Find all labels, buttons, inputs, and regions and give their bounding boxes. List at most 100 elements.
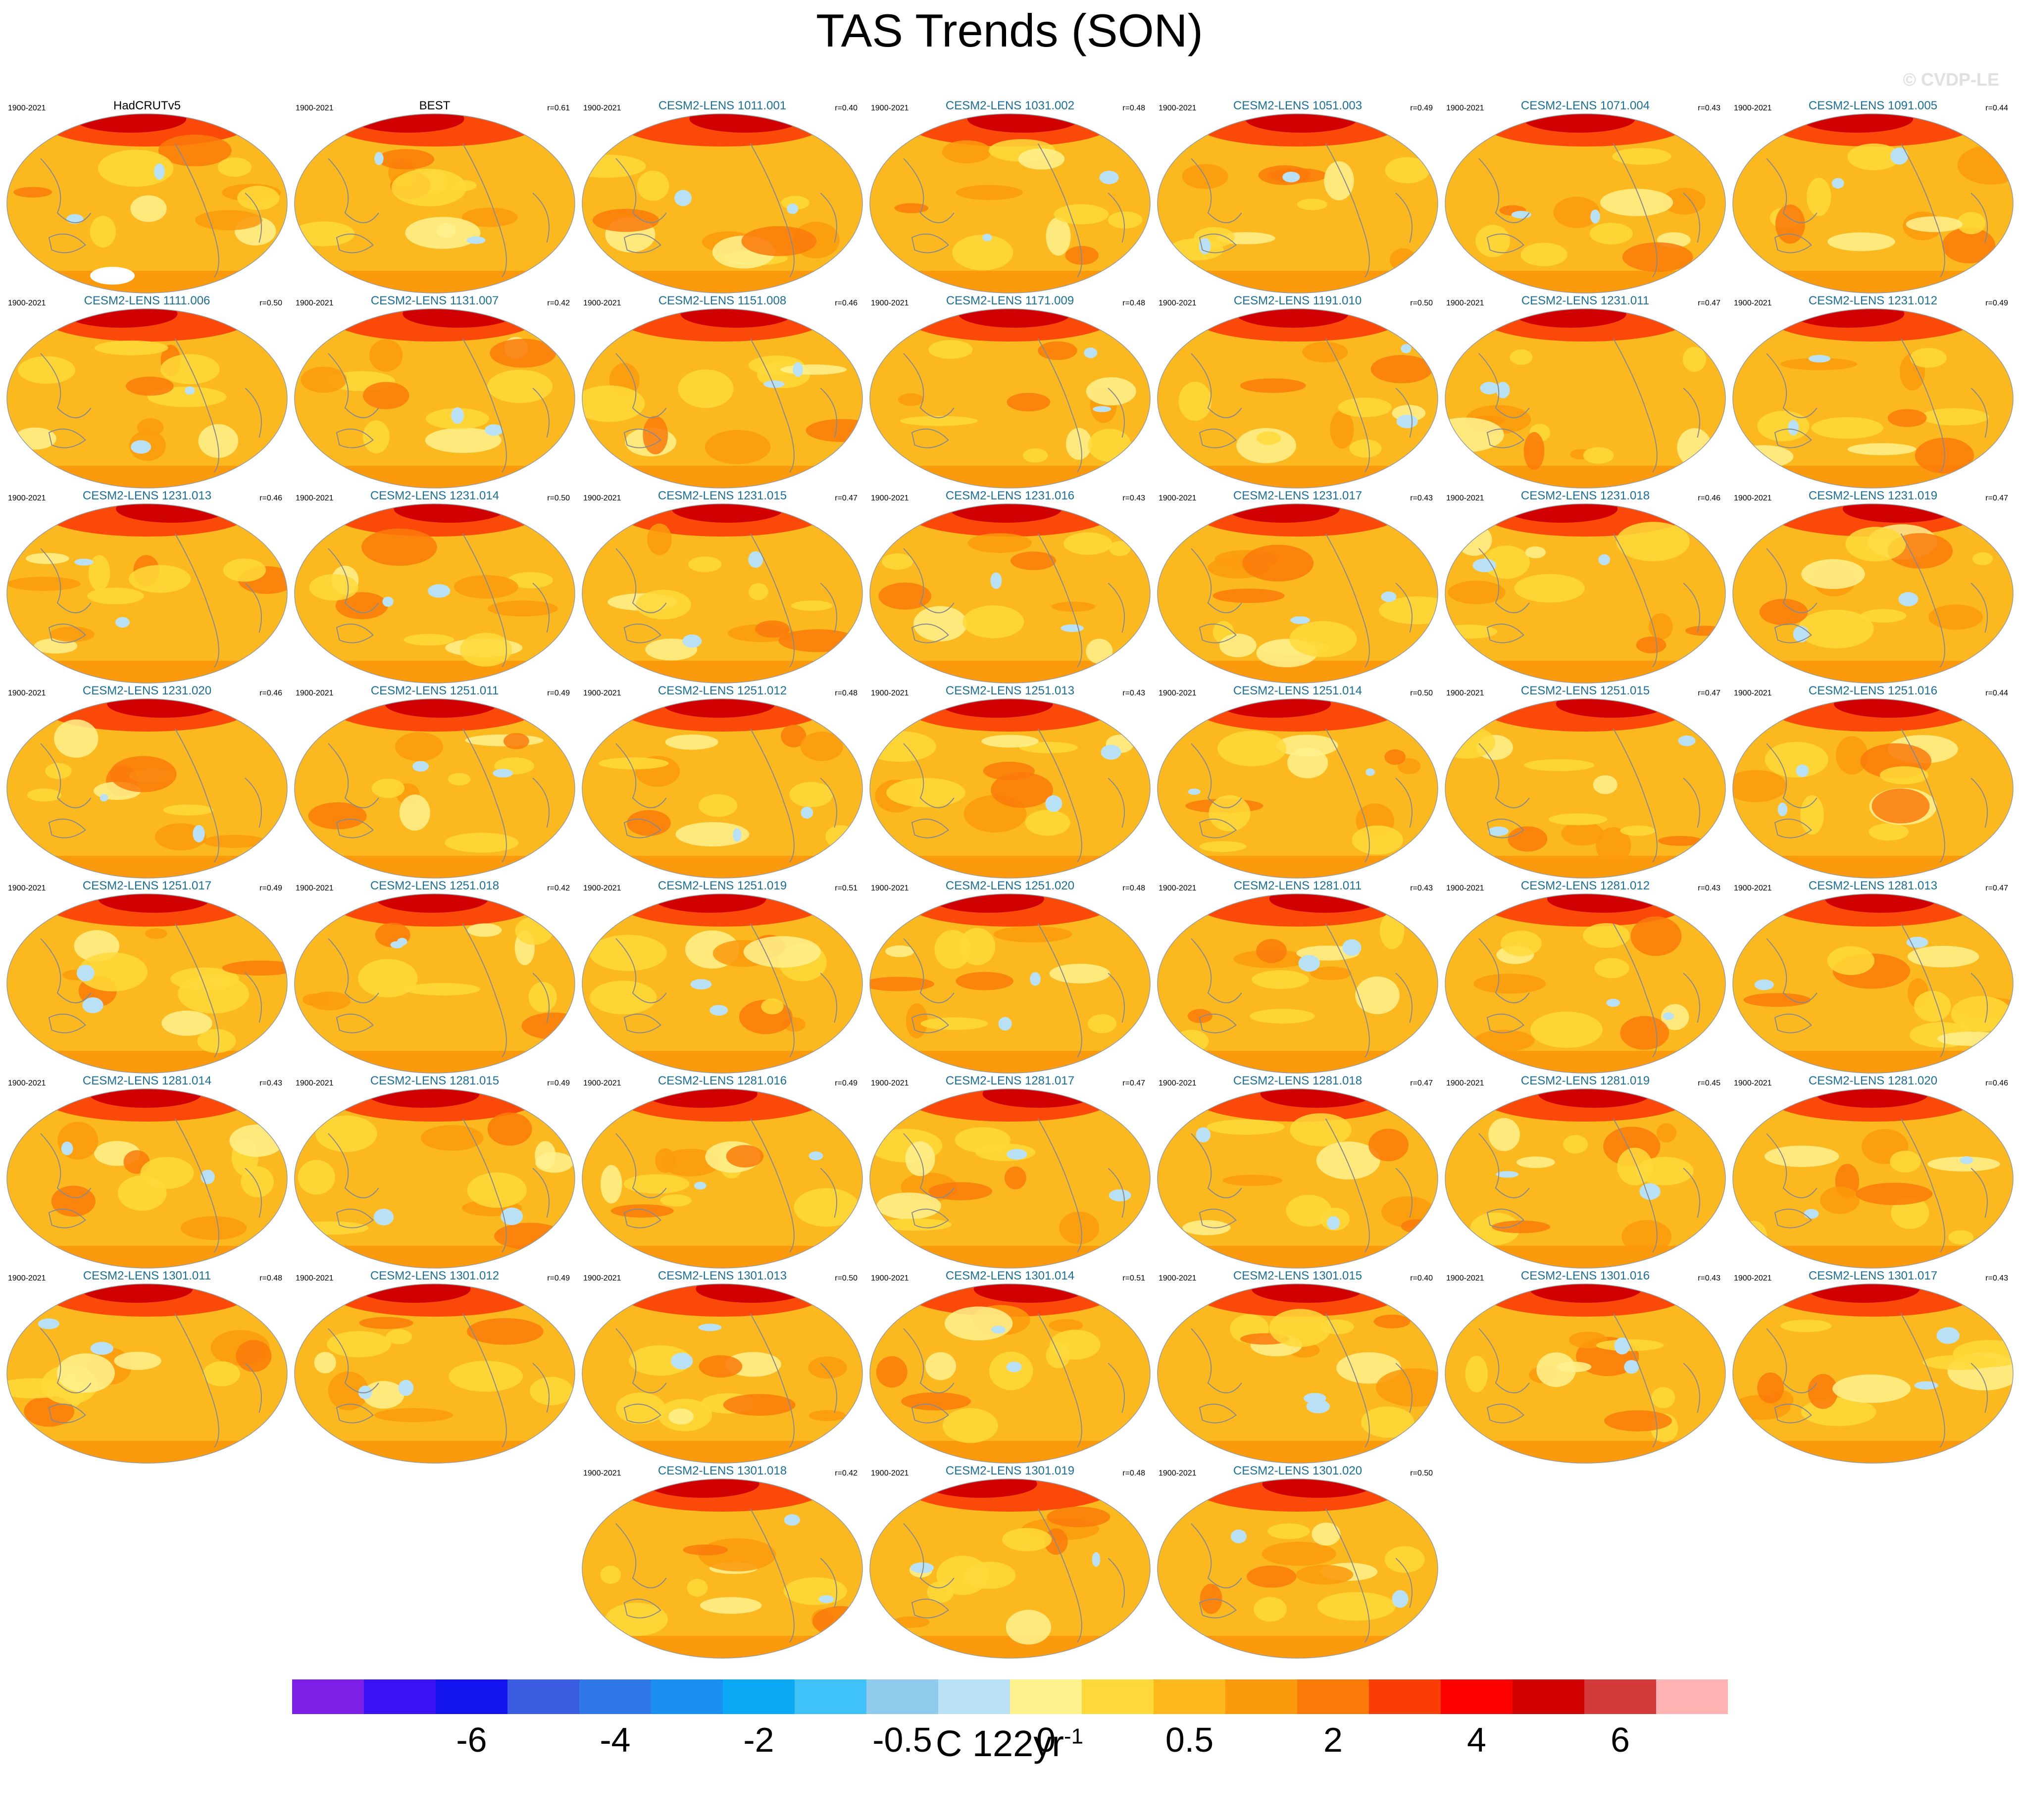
panel-correlation: r=0.48	[1122, 1469, 1145, 1477]
map-panel	[1732, 1088, 2014, 1269]
panel-correlation: r=0.43	[1410, 494, 1433, 502]
colorbar-swatch	[1297, 1679, 1369, 1714]
panel-correlation: r=0.43	[259, 1079, 282, 1087]
map-outline	[1732, 698, 2014, 879]
panel-period: 1900-2021	[296, 494, 334, 502]
panel-title: CESM2-LENS 1251.013	[945, 684, 1075, 697]
map-panel	[294, 698, 575, 879]
panel-period: 1900-2021	[871, 104, 909, 112]
map-panel	[869, 113, 1151, 294]
map-outline	[1157, 1478, 1438, 1659]
panel-title: CESM2-LENS 1301.017	[1808, 1269, 1938, 1282]
panel-period: 1900-2021	[296, 1079, 334, 1087]
panel-correlation: r=0.47	[1122, 1079, 1145, 1087]
map-outline	[1732, 1088, 2014, 1269]
colorbar-swatch	[723, 1679, 795, 1714]
panel-correlation: r=0.50	[259, 299, 282, 307]
map-panel	[869, 1283, 1151, 1464]
panel-period: 1900-2021	[296, 104, 334, 112]
panel-period: 1900-2021	[1446, 494, 1484, 502]
map-outline	[1732, 893, 2014, 1074]
map-outline	[582, 1088, 863, 1269]
map-panel	[869, 893, 1151, 1074]
panel-period: 1900-2021	[583, 494, 621, 502]
panel-period: 1900-2021	[1159, 1079, 1197, 1087]
map-outline	[1445, 308, 1726, 489]
panel-title: CESM2-LENS 1111.006	[84, 294, 210, 307]
colorbar-swatch	[364, 1679, 436, 1714]
map-outline	[582, 1478, 863, 1659]
map-panel	[6, 113, 288, 294]
panel-period: 1900-2021	[1159, 104, 1197, 112]
map-panel	[294, 1088, 575, 1269]
map-outline	[1157, 1088, 1438, 1269]
map-outline	[582, 1283, 863, 1464]
panel-correlation: r=0.48	[835, 689, 858, 697]
colorbar-swatch	[651, 1679, 723, 1714]
map-outline	[1157, 308, 1438, 489]
panel-correlation: r=0.40	[1410, 1274, 1433, 1282]
panel-title: CESM2-LENS 1251.017	[82, 879, 212, 892]
map-panel	[1732, 698, 2014, 879]
panel-period: 1900-2021	[871, 1079, 909, 1087]
colorbar-swatch	[1584, 1679, 1656, 1714]
map-outline	[582, 308, 863, 489]
panel-period: 1900-2021	[8, 494, 46, 502]
panel-correlation: r=0.49	[1410, 104, 1433, 112]
panel-correlation: r=0.43	[1122, 689, 1145, 697]
panel-title: CESM2-LENS 1281.012	[1520, 879, 1650, 892]
panel-period: 1900-2021	[8, 689, 46, 697]
panel-correlation: r=0.49	[1985, 299, 2008, 307]
panel-title: CESM2-LENS 1281.013	[1808, 879, 1938, 892]
panel-correlation: r=0.51	[835, 884, 858, 892]
panel-correlation: r=0.43	[1410, 884, 1433, 892]
colorbar-tick-label: 2	[1323, 1721, 1343, 1759]
panel-title: CESM2-LENS 1281.020	[1808, 1074, 1938, 1087]
panel-title: BEST	[419, 99, 451, 112]
panel-period: 1900-2021	[1159, 884, 1197, 892]
map-outline	[1157, 113, 1438, 294]
panel-correlation: r=0.46	[835, 299, 858, 307]
panel-period: 1900-2021	[296, 1274, 334, 1282]
watermark: © CVDP-LE	[1903, 69, 1999, 90]
map-panel	[582, 1088, 863, 1269]
map-outline	[1157, 698, 1438, 879]
map-outline	[294, 308, 575, 489]
map-panel	[582, 698, 863, 879]
panel-correlation: r=0.50	[1410, 299, 1433, 307]
panel-correlation: r=0.50	[835, 1274, 858, 1282]
panel-title: CESM2-LENS 1281.017	[945, 1074, 1075, 1087]
map-panel	[1732, 308, 2014, 489]
panel-period: 1900-2021	[1734, 494, 1772, 502]
panel-title: CESM2-LENS 1301.012	[370, 1269, 500, 1282]
panel-title: CESM2-LENS 1231.012	[1808, 294, 1938, 307]
colorbar-swatch	[579, 1679, 651, 1714]
map-panel	[582, 1478, 863, 1659]
panel-period: 1900-2021	[583, 1469, 621, 1477]
panel-title: CESM2-LENS 1281.014	[82, 1074, 212, 1087]
panel-correlation: r=0.43	[1698, 104, 1720, 112]
map-panel	[1445, 113, 1726, 294]
panel-title: CESM2-LENS 1301.020	[1233, 1464, 1363, 1477]
panel-period: 1900-2021	[871, 689, 909, 697]
panel-title: CESM2-LENS 1231.019	[1808, 489, 1938, 502]
panel-correlation: r=0.47	[1985, 494, 2008, 502]
panel-title: CESM2-LENS 1051.003	[1233, 99, 1363, 112]
panel-correlation: r=0.47	[1985, 884, 2008, 892]
panel-correlation: r=0.48	[259, 1274, 282, 1282]
panel-title: CESM2-LENS 1251.018	[370, 879, 500, 892]
map-panel	[1157, 1283, 1438, 1464]
panel-correlation: r=0.40	[835, 104, 858, 112]
colorbar-swatch	[1656, 1679, 1728, 1714]
map-outline	[582, 698, 863, 879]
map-outline	[6, 893, 288, 1074]
map-outline	[6, 1283, 288, 1464]
map-outline	[869, 698, 1151, 879]
panel-title: CESM2-LENS 1251.020	[945, 879, 1075, 892]
map-panel	[582, 113, 863, 294]
map-outline	[1445, 1088, 1726, 1269]
map-outline	[1157, 893, 1438, 1074]
colorbar-tick-label: -0.5	[872, 1721, 932, 1759]
panel-title: CESM2-LENS 1091.005	[1808, 99, 1938, 112]
panel-correlation: r=0.43	[1698, 884, 1720, 892]
